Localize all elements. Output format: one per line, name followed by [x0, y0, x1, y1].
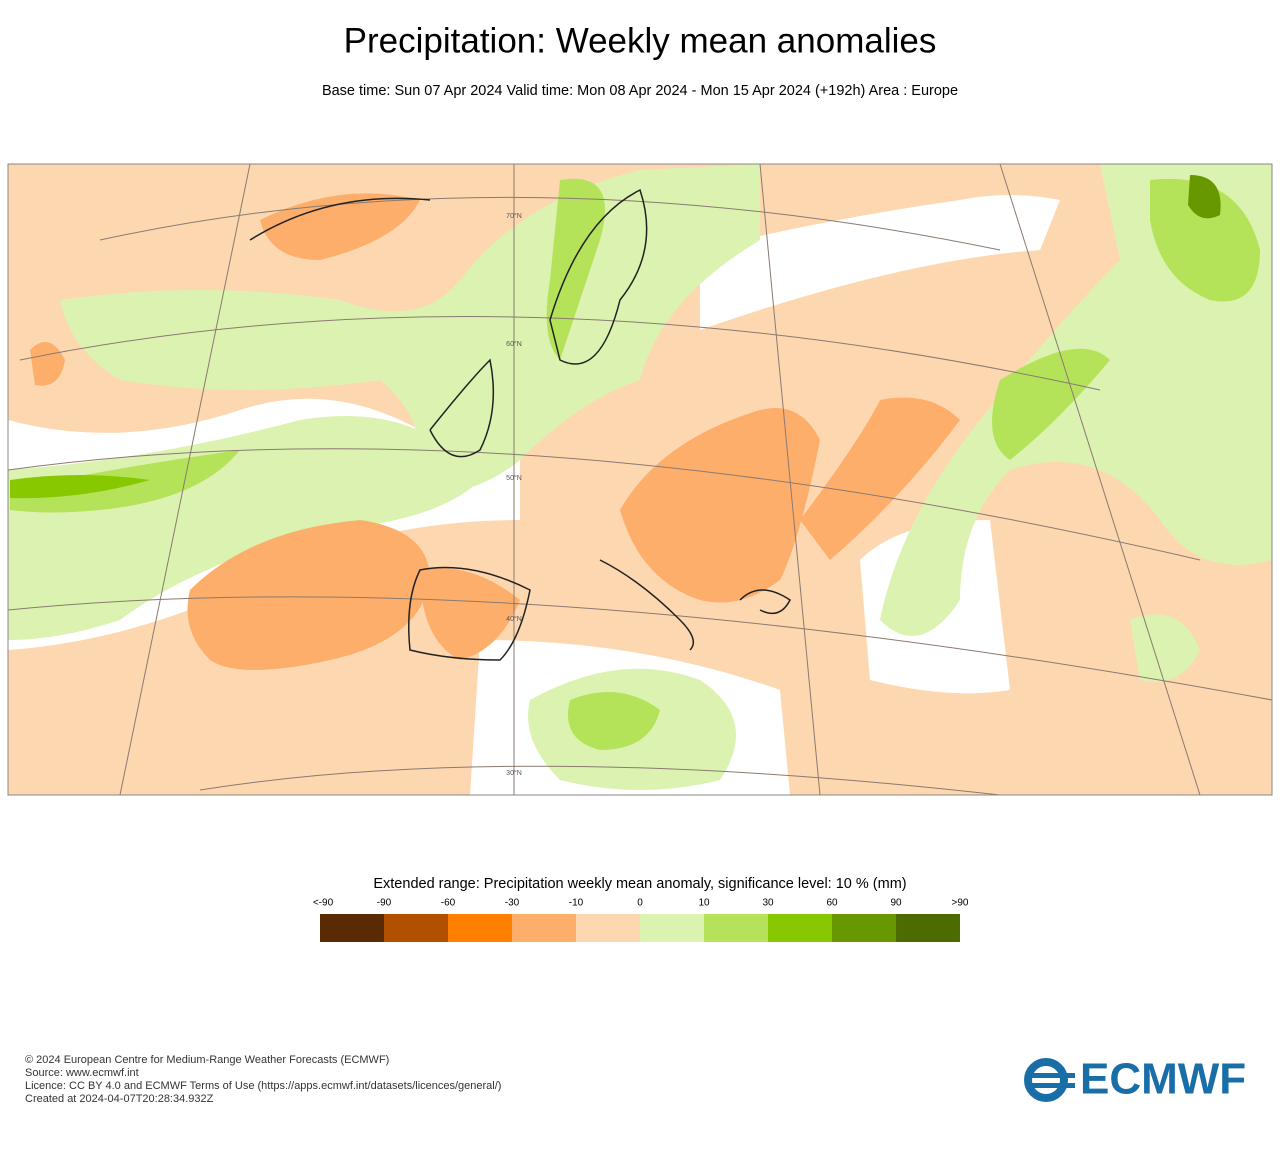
dry-area — [620, 408, 820, 603]
colorbar-swatch — [320, 914, 384, 942]
wet-area-medium — [568, 692, 660, 750]
colorbar-swatch — [512, 914, 576, 942]
footer-line: © 2024 European Centre for Medium-Range … — [25, 1054, 389, 1066]
colorbar-label: <-90 — [313, 898, 334, 909]
map: 70°N 60°N 50°N 40°N 30°N — [8, 164, 1272, 795]
colorbar-swatch — [640, 914, 704, 942]
wet-area-medium — [1150, 178, 1260, 302]
dry-area — [420, 568, 520, 660]
colorbar-label: 90 — [890, 898, 902, 909]
footer: © 2024 European Centre for Medium-Range … — [25, 1054, 501, 1105]
logo-text: ECMWF — [1080, 1055, 1246, 1104]
colorbar: <-90 -90 -60 -30 -10 0 10 30 60 90 >90 — [313, 898, 969, 942]
colorbar-label: >90 — [952, 898, 969, 909]
colorbar-swatch — [384, 914, 448, 942]
wet-area — [1130, 614, 1200, 682]
colorbar-swatch — [768, 914, 832, 942]
logo-icon — [1030, 1083, 1075, 1088]
dry-area — [187, 520, 430, 670]
latitude-label: 60°N — [506, 340, 522, 348]
footer-line: Created at 2024-04-07T20:28:34.932Z — [25, 1093, 214, 1105]
wet-area-medium — [992, 348, 1110, 460]
footer-line: Source: www.ecmwf.int — [25, 1067, 139, 1079]
coastline — [249, 188, 791, 661]
wet-area — [880, 164, 1272, 636]
colorbar-label: -60 — [441, 898, 456, 909]
logo: ECMWF — [1024, 1055, 1246, 1104]
colorbar-label: -30 — [505, 898, 520, 909]
dry-area — [800, 397, 960, 560]
title: Precipitation: Weekly mean anomalies — [344, 21, 937, 60]
colorbar-label: 30 — [762, 898, 774, 909]
logo-icon — [1024, 1058, 1068, 1102]
map-frame — [7, 163, 1273, 796]
subtitle: Base time: Sun 07 Apr 2024 Valid time: M… — [322, 83, 958, 99]
wet-area-strong — [10, 475, 150, 499]
colorbar-swatch — [704, 914, 768, 942]
colorbar-label: 0 — [637, 898, 643, 909]
colorbar-label: 10 — [698, 898, 710, 909]
latitude-labels: 70°N 60°N 50°N 40°N 30°N — [506, 212, 522, 777]
footer-line: Licence: CC BY 4.0 and ECMWF Terms of Us… — [25, 1080, 501, 1092]
wet-area-strong — [1188, 175, 1221, 219]
dry-area — [260, 193, 420, 260]
wet-area-medium — [546, 178, 605, 360]
legend-title: Extended range: Precipitation weekly mea… — [373, 876, 906, 892]
latitude-label: 40°N — [506, 615, 522, 623]
latitude-label: 70°N — [506, 212, 522, 220]
colorbar-swatch — [576, 914, 640, 942]
logo-icon — [1030, 1073, 1075, 1078]
graticule — [8, 164, 1272, 795]
colorbar-label: -90 — [377, 898, 392, 909]
latitude-label: 30°N — [506, 769, 522, 777]
neutral-area — [700, 195, 1060, 330]
latitude-label: 50°N — [506, 474, 522, 482]
colorbar-label: 60 — [826, 898, 838, 909]
colorbar-swatch — [896, 914, 960, 942]
colorbar-swatch — [448, 914, 512, 942]
colorbar-label: -10 — [569, 898, 584, 909]
colorbar-swatch — [832, 914, 896, 942]
